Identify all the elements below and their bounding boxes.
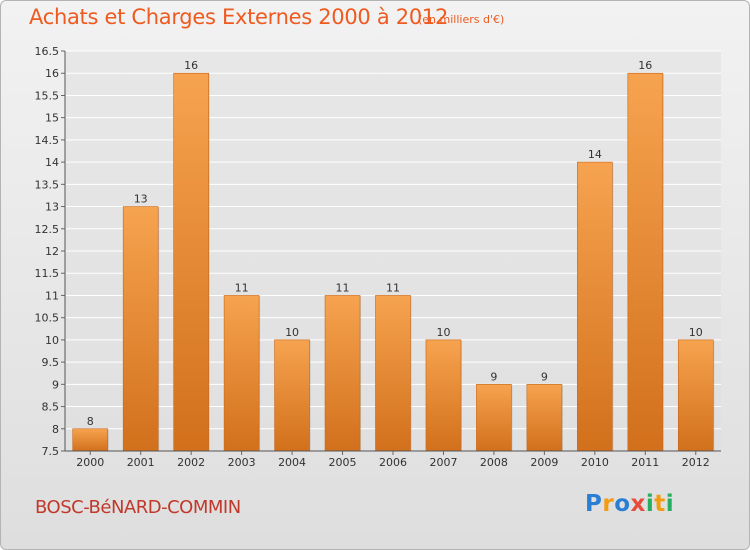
y-tick-label: 13.5 xyxy=(35,178,60,191)
x-tick-label: 2012 xyxy=(682,456,710,469)
y-tick-label: 9.5 xyxy=(42,356,60,369)
logo-letter: i xyxy=(665,491,675,517)
y-tick-label: 11 xyxy=(45,289,59,302)
x-tick-label: 2009 xyxy=(530,456,558,469)
bar-2001 xyxy=(122,206,159,452)
x-tick-label: 2003 xyxy=(228,456,256,469)
y-tick-label: 14 xyxy=(45,156,59,169)
y-tick-label: 15 xyxy=(45,112,59,125)
data-label-2007: 10 xyxy=(436,326,450,339)
data-label-2006: 11 xyxy=(386,281,400,294)
x-tick-label: 2002 xyxy=(177,456,205,469)
y-tick-label: 15.5 xyxy=(35,89,60,102)
chart-subtitle: (en milliers d'€) xyxy=(418,13,505,26)
y-tick-label: 16.5 xyxy=(35,45,60,58)
y-tick-label: 11.5 xyxy=(35,267,60,280)
data-label-2002: 16 xyxy=(184,59,198,72)
bar-2011 xyxy=(627,72,664,452)
x-tick-label: 2008 xyxy=(480,456,508,469)
data-label-2004: 10 xyxy=(285,326,299,339)
bar-2012 xyxy=(677,339,714,452)
y-tick-label: 12.5 xyxy=(35,223,60,236)
bar-2007 xyxy=(425,339,462,452)
y-tick-label: 13 xyxy=(45,201,59,214)
y-tick-label: 8 xyxy=(52,423,59,436)
logo-letter: r xyxy=(602,491,615,517)
y-tick-label: 9 xyxy=(52,378,59,391)
logo-letter: i xyxy=(645,491,655,517)
y-tick-label: 7.5 xyxy=(42,445,60,458)
data-label-2012: 10 xyxy=(689,326,703,339)
chart-title: Achats et Charges Externes 2000 à 2012 xyxy=(29,5,449,29)
bar-2000 xyxy=(72,428,109,452)
bar-2004 xyxy=(274,339,310,452)
x-tick-label: 2010 xyxy=(581,456,609,469)
logo-letter: o xyxy=(614,491,631,517)
x-tick-label: 2011 xyxy=(631,456,659,469)
proxiti-logo: Proxiti xyxy=(585,491,674,517)
bar-2010 xyxy=(577,161,613,452)
bar-2003 xyxy=(223,295,260,452)
data-label-2001: 13 xyxy=(134,193,148,206)
data-label-2000: 8 xyxy=(87,415,94,428)
data-label-2010: 14 xyxy=(588,148,602,161)
x-tick-label: 2005 xyxy=(329,456,357,469)
logo-letter: P xyxy=(585,491,603,517)
bar-2005 xyxy=(324,295,361,452)
x-tick-label: 2004 xyxy=(278,456,306,469)
logo-letter: x xyxy=(630,491,646,517)
y-tick-label: 14.5 xyxy=(35,134,60,147)
y-tick-label: 8.5 xyxy=(42,401,60,414)
x-tick-label: 2001 xyxy=(127,456,155,469)
bar-2008 xyxy=(476,384,512,452)
bar-2009 xyxy=(526,384,563,452)
y-tick-label: 10.5 xyxy=(35,312,60,325)
data-label-2011: 16 xyxy=(638,59,652,72)
bar-2002 xyxy=(173,72,209,452)
data-label-2003: 11 xyxy=(235,281,249,294)
data-label-2009: 9 xyxy=(541,370,548,383)
y-tick-label: 10 xyxy=(45,334,59,347)
y-tick-label: 12 xyxy=(45,245,59,258)
x-tick-label: 2000 xyxy=(76,456,104,469)
bar-2006 xyxy=(375,295,411,452)
x-tick-label: 2007 xyxy=(429,456,457,469)
y-tick-label: 16 xyxy=(45,67,59,80)
logo-letter: t xyxy=(654,491,666,517)
commune-name: BOSC-BéNARD-COMMIN xyxy=(35,497,241,518)
data-label-2008: 9 xyxy=(490,370,497,383)
x-tick-label: 2006 xyxy=(379,456,407,469)
data-label-2005: 11 xyxy=(336,281,350,294)
